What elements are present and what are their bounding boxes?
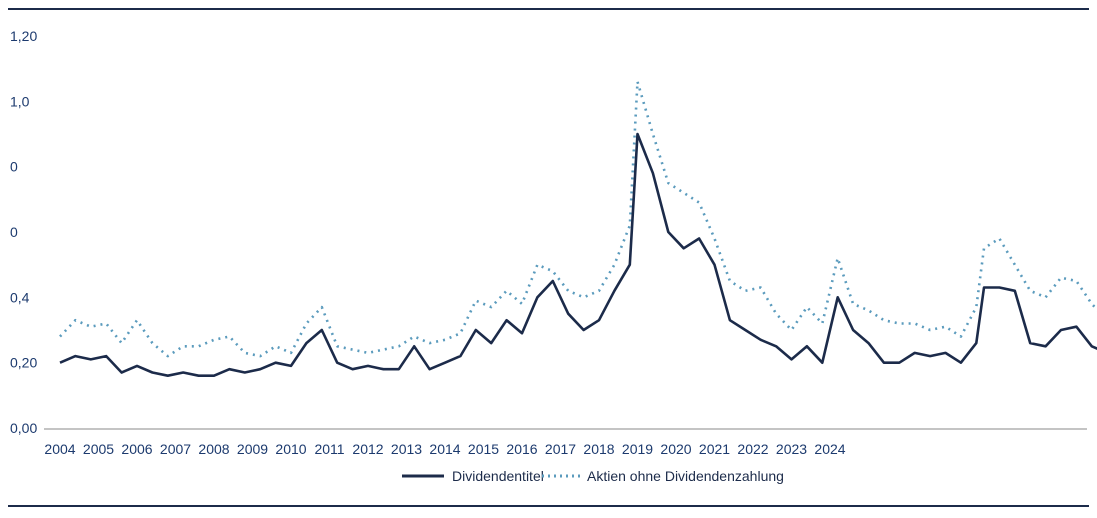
series-line-aktien-ohne-dividendenzahlung <box>59 80 1097 358</box>
y-tick-label: 1,20 <box>10 28 37 44</box>
y-tick-label: 0 <box>10 224 18 240</box>
x-tick-label: 2015 <box>468 441 499 457</box>
x-tick-label: 2005 <box>83 441 114 457</box>
x-tick-label: 2020 <box>660 441 691 457</box>
x-tick-label: 2018 <box>583 441 614 457</box>
y-tick-label: 0,4 <box>10 289 30 305</box>
x-tick-label: 2014 <box>429 441 460 457</box>
y-tick-label: 1,0 <box>10 93 30 109</box>
y-tick-label: 0,00 <box>10 420 37 436</box>
x-axis-tick-labels: 2004 2005 2006 2007 2008 2009 2010 2011 2012 2013… <box>44 441 845 457</box>
y-axis-tick-labels: 0,00 0,20 0,4 0 0 1,0 1,20 <box>10 28 37 436</box>
x-tick-label: 2022 <box>737 441 768 457</box>
x-tick-label: 2007 <box>160 441 191 457</box>
y-tick-label: 0,20 <box>10 355 37 371</box>
legend-label-dividendentitel: Dividendentitel <box>452 468 544 484</box>
x-tick-label: 2017 <box>545 441 576 457</box>
x-tick-label: 2004 <box>44 441 75 457</box>
x-tick-label: 2011 <box>314 441 344 457</box>
series-line-dividendentitel <box>59 132 1097 377</box>
legend-label-aktien-ohne-dividendenzahlung: Aktien ohne Dividendenzahlung <box>587 468 784 484</box>
x-tick-label: 2023 <box>776 441 807 457</box>
x-tick-label: 2013 <box>391 441 422 457</box>
x-tick-label: 2008 <box>198 441 229 457</box>
x-tick-label: 2019 <box>622 441 653 457</box>
legend: Dividendentitel Aktien ohne Dividendenza… <box>402 468 784 484</box>
x-tick-label: 2010 <box>275 441 306 457</box>
x-tick-label: 2016 <box>506 441 537 457</box>
x-tick-label: 2021 <box>699 441 730 457</box>
y-tick-label: 0 <box>10 159 18 175</box>
x-tick-label: 2012 <box>352 441 383 457</box>
x-tick-label: 2009 <box>237 441 268 457</box>
series-layer <box>59 80 1097 377</box>
x-tick-label: 2006 <box>121 441 152 457</box>
x-tick-label: 2024 <box>814 441 845 457</box>
